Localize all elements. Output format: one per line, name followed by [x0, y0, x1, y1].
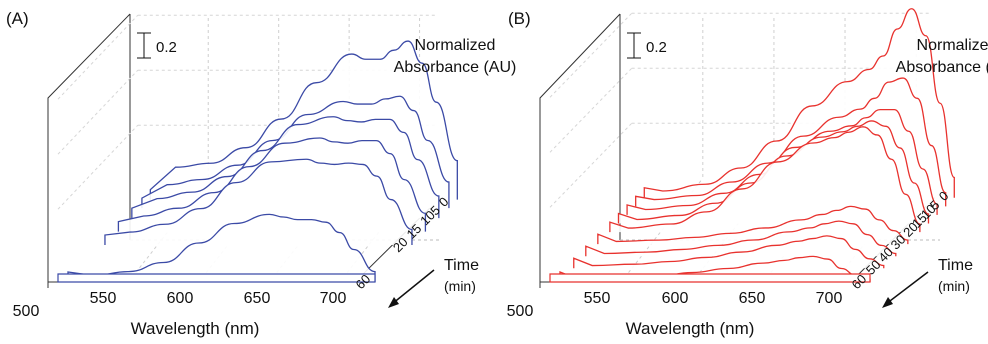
panel-b-curves	[549, 8, 955, 283]
x-tick-label: 500	[13, 303, 40, 320]
baseline-strip	[57, 273, 376, 283]
panel-b-scale-label: 0.2	[646, 39, 667, 56]
panel-b-time-title: Time	[938, 257, 973, 274]
panel-a-label: (A)	[6, 9, 29, 28]
panel-a-time-unit: (min)	[444, 278, 476, 294]
grid-line	[549, 122, 633, 208]
grid-line	[549, 67, 633, 153]
panel-a-curves	[57, 40, 458, 283]
panel-a-arrowhead-icon	[388, 297, 399, 308]
panel-a-time-arrow	[391, 269, 435, 305]
x-tick-label: 700	[320, 290, 347, 307]
panel-b-label: (B)	[508, 9, 531, 28]
panel-b-x-ticks: 500 550 600 650 700	[507, 290, 843, 320]
x-tick-label: 500	[507, 303, 534, 320]
series-line-60	[67, 213, 376, 282]
panel-b-time-arrow	[885, 271, 929, 305]
x-tick-label: 650	[244, 290, 271, 307]
panel-a-left-wall	[47, 13, 131, 282]
x-tick-label: 600	[662, 290, 689, 307]
x-tick-label: 700	[816, 290, 843, 307]
panel-b-arrowhead-icon	[882, 297, 893, 308]
panel-a-time-title: Time	[444, 257, 479, 274]
grid-line	[57, 14, 139, 100]
panel-a-scale-bar: 0.2	[137, 32, 177, 59]
panel-a-scale-label: 0.2	[156, 39, 177, 56]
panel-b-left-wall	[539, 13, 621, 282]
panel-b-x-axis-title: Wavelength (nm)	[626, 319, 755, 338]
panel-a-y-title-line2: Absorbance (AU)	[394, 59, 517, 76]
x-tick-label: 600	[167, 290, 194, 307]
panel-b: (B) 0.2 500 550 600 650 700 Wavelength (…	[507, 8, 988, 338]
grid-line	[549, 12, 633, 98]
panel-a-x-axis-title: Wavelength (nm)	[131, 319, 260, 338]
panel-a-x-ticks: 500 550 600 650 700	[13, 290, 347, 320]
series-line-20	[104, 158, 413, 246]
x-tick-label: 650	[739, 290, 766, 307]
series-line-20	[609, 126, 921, 233]
panel-b-scale-bar: 0.2	[627, 32, 667, 59]
baseline-strip	[549, 273, 871, 283]
panel-b-time-unit: (min)	[938, 278, 970, 294]
grid-line	[57, 69, 139, 155]
x-tick-label: 550	[584, 290, 611, 307]
panel-a: (A) 0.2 500 550 600 650 700 Wavelength (…	[6, 9, 516, 338]
panel-a-y-title-line1: Normalized	[415, 37, 496, 54]
x-tick-label: 550	[90, 290, 117, 307]
panel-b-y-title-line2: Absorbance (AU)	[896, 59, 988, 76]
panel-b-y-title-line1: Normalized	[917, 37, 988, 54]
grid-line	[57, 124, 139, 210]
